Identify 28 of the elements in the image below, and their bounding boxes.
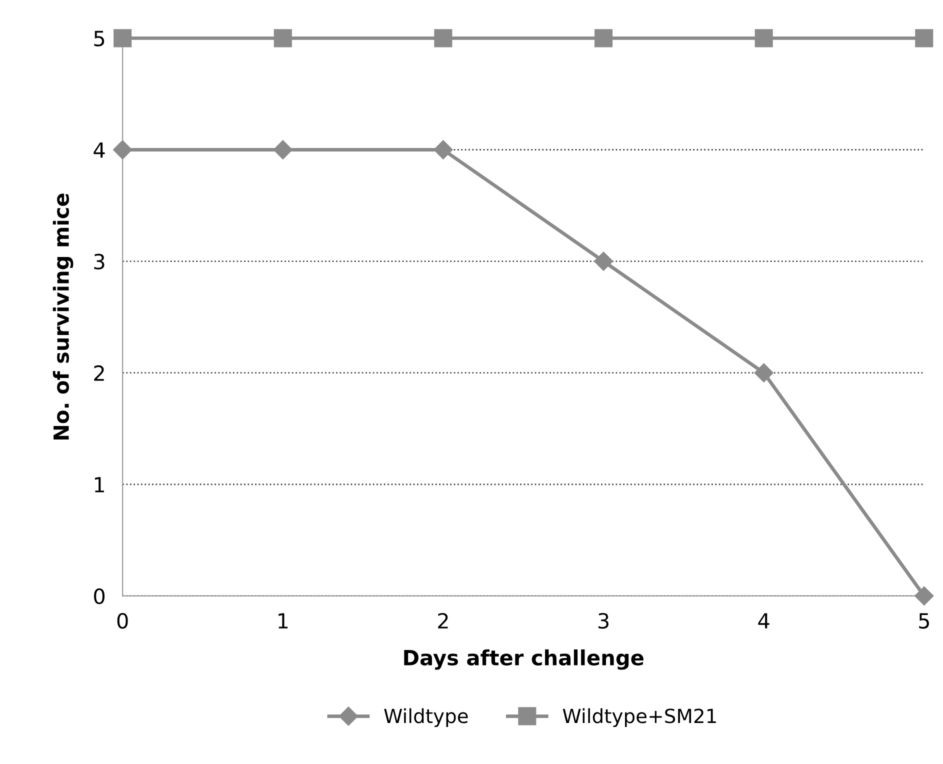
y-tick-label: 1 [94, 477, 104, 492]
legend-label: Wildtype+SM21 [562, 708, 716, 728]
x-tick-label: 1 [278, 613, 288, 628]
y-tick-label: 0 [94, 588, 105, 604]
point [594, 252, 614, 271]
x-tick-label: 3 [598, 612, 608, 629]
point [434, 140, 453, 160]
point [113, 140, 132, 160]
point [754, 363, 774, 382]
y-tick-label: 3 [94, 254, 104, 270]
point [274, 29, 292, 48]
y-tick-label: 5 [94, 30, 104, 46]
point [594, 29, 613, 48]
y-axis-title: No. of surviving mice [52, 194, 74, 440]
x-tick-label: 2 [438, 612, 448, 628]
point [915, 29, 934, 48]
legend-label: Wildtype [384, 708, 468, 728]
point [434, 29, 452, 48]
x-axis-title: Days after challenge [404, 649, 644, 670]
x-tick-label: 0 [117, 612, 128, 629]
point [114, 29, 132, 48]
x-tick-label: 5 [919, 613, 929, 629]
point [754, 29, 773, 48]
point [914, 586, 934, 606]
y-tick-label: 4 [94, 142, 105, 158]
y-tick-label: 2 [94, 365, 104, 381]
point [273, 140, 292, 160]
x-tick-label: 4 [758, 613, 770, 628]
